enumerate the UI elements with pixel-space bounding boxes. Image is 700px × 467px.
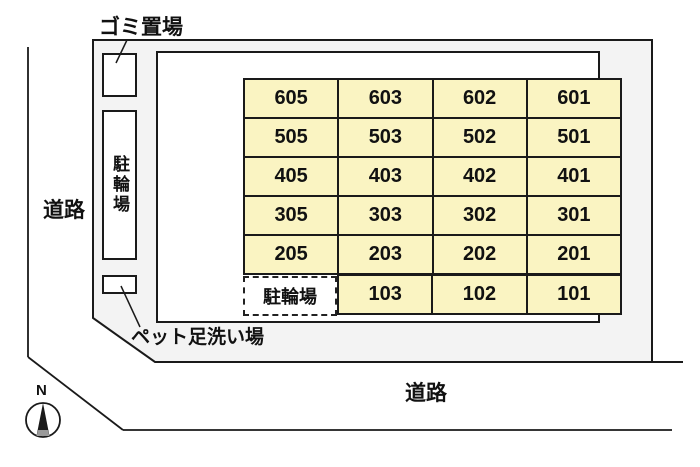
room-cell: 303: [337, 195, 434, 236]
bicycle-parking-label: 駐輪場: [110, 155, 129, 215]
compass-north-label: N: [36, 382, 47, 399]
garbage-area-box: [102, 53, 137, 97]
road-diagonal-line: [27, 356, 124, 431]
room-cell: 305: [242, 195, 340, 236]
room-cell: 101: [525, 274, 623, 315]
compass-icon: [25, 402, 61, 438]
floor-row-6: 605 603 602 601: [242, 78, 623, 119]
bicycle-parking-box: 駐輪場: [102, 110, 137, 260]
room-grid: 605 603 602 601 505 503 502 501 405 403 …: [242, 78, 623, 275]
pet-wash-label: ペット足洗い場: [131, 327, 265, 348]
road-label-bottom: 道路: [405, 382, 447, 405]
room-cell: 103: [336, 274, 434, 315]
room-cell: 102: [431, 274, 528, 315]
road-label-left: 道路: [43, 199, 85, 222]
room-cell: 602: [431, 78, 528, 119]
room-cell: 505: [242, 117, 340, 158]
room-grid-ground: 103 102 101: [336, 274, 623, 315]
garbage-area-label: ゴミ置場: [99, 16, 183, 39]
room-cell: 205: [242, 234, 340, 275]
floor-row-3: 305 303 302 301: [242, 195, 623, 236]
room-cell: 201: [525, 234, 623, 275]
pet-wash-box: [102, 275, 137, 294]
floor-row-1: 103 102 101: [336, 274, 623, 315]
room-cell: 403: [337, 156, 434, 197]
room-cell: 203: [337, 234, 434, 275]
floor-row-2: 205 203 202 201: [242, 234, 623, 275]
floor-row-5: 505 503 502 501: [242, 117, 623, 158]
room-cell: 405: [242, 156, 340, 197]
room-cell: 601: [525, 78, 623, 119]
floor-row-4: 405 403 402 401: [242, 156, 623, 197]
room-cell: 301: [525, 195, 623, 236]
bicycle-parking-cell: 駐輪場: [243, 276, 337, 316]
room-cell: 502: [431, 117, 528, 158]
room-cell: 402: [431, 156, 528, 197]
room-cell: 501: [525, 117, 623, 158]
room-cell: 605: [242, 78, 340, 119]
room-cell: 202: [431, 234, 528, 275]
room-cell: 401: [525, 156, 623, 197]
room-cell: 603: [337, 78, 434, 119]
room-cell: 503: [337, 117, 434, 158]
bicycle-parking-cell-label: 駐輪場: [263, 287, 317, 307]
room-cell: 302: [431, 195, 528, 236]
